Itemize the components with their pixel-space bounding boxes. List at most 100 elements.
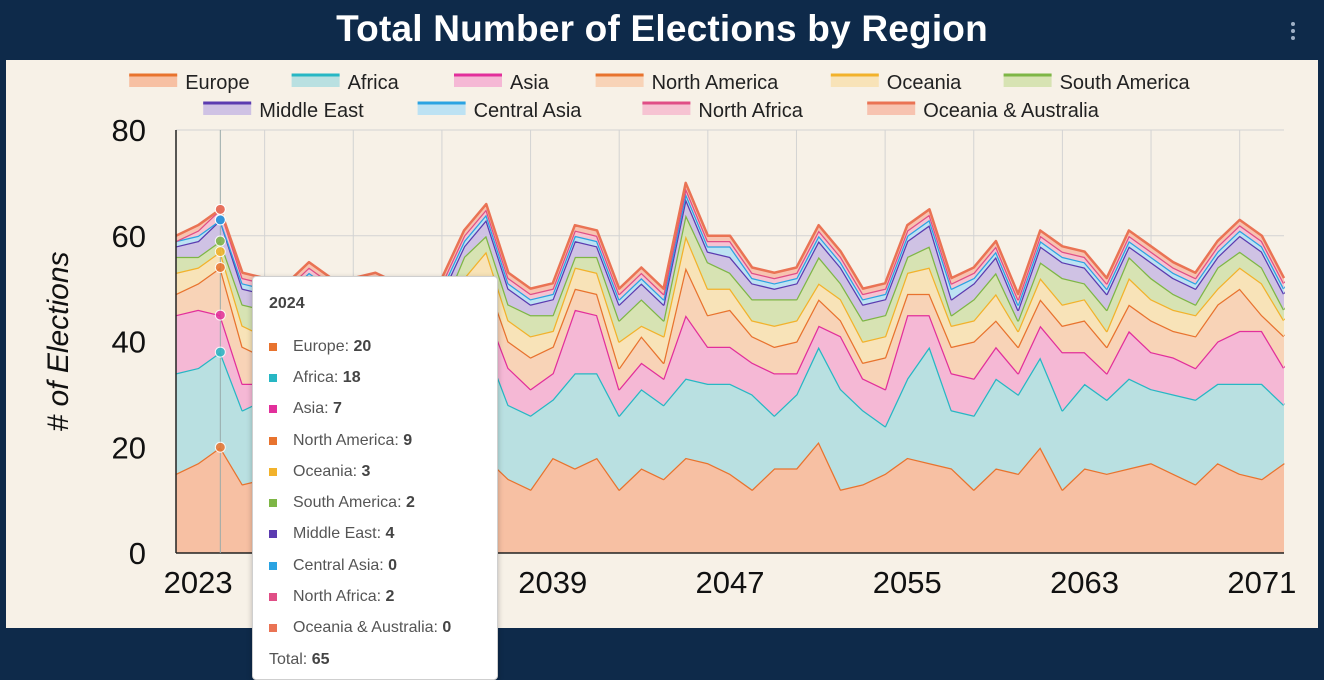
tooltip-row-label: Oceania: [293, 462, 353, 480]
x-tick-label: 2039: [518, 565, 587, 600]
legend-label[interactable]: Europe: [185, 72, 250, 94]
hover-marker: [214, 441, 226, 453]
hover-marker: [214, 346, 226, 358]
legend-swatch[interactable]: [417, 103, 466, 115]
tooltip-row-value: 4: [385, 525, 395, 543]
y-axis-title: # of Elections: [42, 251, 75, 431]
hover-marker: [214, 261, 226, 273]
legend-swatch[interactable]: [830, 75, 879, 87]
hover-tooltip: 2024 Europe: 20 Africa: 18 Asia: 7 North Am…: [252, 276, 498, 680]
tooltip-swatch: [269, 561, 277, 570]
hover-marker: [214, 309, 226, 321]
y-tick-label: 60: [112, 219, 146, 254]
hover-marker: [214, 235, 226, 247]
tooltip-total-label: Total: [269, 650, 303, 668]
tooltip-row: Oceania: 3: [269, 456, 481, 487]
area-south-america: [176, 214, 1284, 342]
tooltip-swatch: [269, 624, 277, 633]
tooltip-row: Africa: 18: [269, 362, 481, 393]
tooltip-separator: :: [344, 337, 354, 355]
x-tick-label: 2023: [164, 565, 233, 600]
legend-label[interactable]: Oceania: [887, 72, 962, 94]
more-vertical-icon[interactable]: [1290, 22, 1296, 43]
tooltip-row-label: Central Asia: [293, 556, 380, 574]
y-tick-label: 40: [112, 325, 146, 360]
tooltip-row-value: 18: [342, 368, 361, 386]
tooltip-total-value: 65: [311, 650, 330, 668]
tooltip-separator: :: [352, 462, 362, 480]
tooltip-row-label: North America: [293, 431, 395, 449]
legend-swatch[interactable]: [1003, 75, 1052, 87]
hover-marker: [214, 246, 226, 258]
tooltip-row-value: 2: [405, 494, 415, 512]
legend-label[interactable]: Asia: [510, 72, 550, 94]
legend-label[interactable]: North America: [652, 72, 780, 94]
tooltip-swatch: [269, 499, 277, 508]
chart-panel: 0 20 40 60 80 2023 2039 2047 2055 2063 2071 # of El…: [6, 60, 1318, 680]
title-bar: Total Number of Elections by Region: [0, 0, 1324, 58]
tooltip-row: South America: 2: [269, 487, 481, 518]
tooltip-row: Central Asia: 0: [269, 550, 481, 581]
x-tick-label: 2063: [1050, 565, 1119, 600]
tooltip-separator: :: [376, 525, 386, 543]
tooltip-row-label: Africa: [293, 368, 334, 386]
tooltip-separator: :: [379, 556, 389, 574]
tooltip-separator: :: [324, 400, 334, 418]
tooltip-total: Total: 65: [269, 650, 330, 668]
tooltip-separator: :: [376, 588, 386, 606]
tooltip-row: Oceania & Australia: 0: [269, 613, 481, 644]
tooltip-header: 2024: [269, 295, 305, 312]
tooltip-row: North America: 9: [269, 425, 481, 456]
legend-swatch[interactable]: [867, 103, 916, 115]
tooltip-swatch: [269, 342, 277, 351]
legend-swatch[interactable]: [642, 103, 691, 115]
chart-title: Total Number of Elections by Region: [336, 8, 988, 49]
tooltip-separator: :: [333, 368, 343, 386]
legend-label[interactable]: Middle East: [259, 100, 364, 122]
tooltip-swatch: [269, 373, 277, 382]
tooltip-row-label: North Africa: [293, 588, 377, 606]
legend-label[interactable]: North Africa: [698, 100, 803, 122]
area-middle-east: [176, 198, 1284, 321]
tooltip-swatch: [269, 405, 277, 414]
y-tick-label: 20: [112, 430, 146, 465]
tooltip-row-value: 7: [333, 400, 342, 418]
legend-swatch[interactable]: [291, 75, 340, 87]
legend-label[interactable]: South America: [1060, 72, 1191, 94]
x-tick-label: 2055: [873, 565, 942, 600]
legend-swatch[interactable]: [129, 75, 178, 87]
tooltip-row: Middle East: 4: [269, 519, 481, 550]
tooltip-row-label: Asia: [293, 400, 325, 418]
tooltip-row: Europe: 20: [269, 331, 481, 362]
tooltip-row-value: 9: [403, 431, 413, 449]
tooltip-swatch: [269, 436, 277, 445]
legend-label[interactable]: Central Asia: [474, 100, 583, 122]
legend-label[interactable]: Oceania & Australia: [923, 100, 1100, 122]
tooltip-separator: :: [394, 431, 404, 449]
hover-marker: [214, 214, 226, 226]
legend-swatch[interactable]: [203, 103, 252, 115]
tooltip-row: Asia: 7: [269, 394, 481, 425]
x-tick-label: 2071: [1227, 565, 1296, 600]
tooltip-row-value: 2: [385, 588, 395, 606]
legend-label[interactable]: Africa: [348, 72, 400, 94]
tooltip-row: North Africa: 2: [269, 581, 481, 612]
tooltip-swatch: [269, 467, 277, 476]
area-north-america: [176, 267, 1284, 395]
tooltip-rows: Europe: 20 Africa: 18 Asia: 7 North America…: [269, 331, 481, 644]
tooltip-row-label: Oceania & Australia: [293, 619, 434, 637]
y-tick-label: 0: [129, 536, 146, 571]
tooltip-row-value: 20: [353, 337, 372, 355]
legend-swatch[interactable]: [454, 75, 502, 87]
tooltip-row-value: 0: [442, 619, 452, 637]
tooltip-row-value: 3: [361, 462, 371, 480]
area-oceania: [176, 235, 1284, 368]
tooltip-row-label: Middle East: [293, 525, 377, 543]
tooltip-row-value: 0: [388, 556, 398, 574]
tooltip-swatch: [269, 530, 277, 539]
hover-marker: [214, 203, 226, 215]
legend-swatch[interactable]: [595, 75, 644, 87]
x-tick-label: 2047: [696, 565, 765, 600]
